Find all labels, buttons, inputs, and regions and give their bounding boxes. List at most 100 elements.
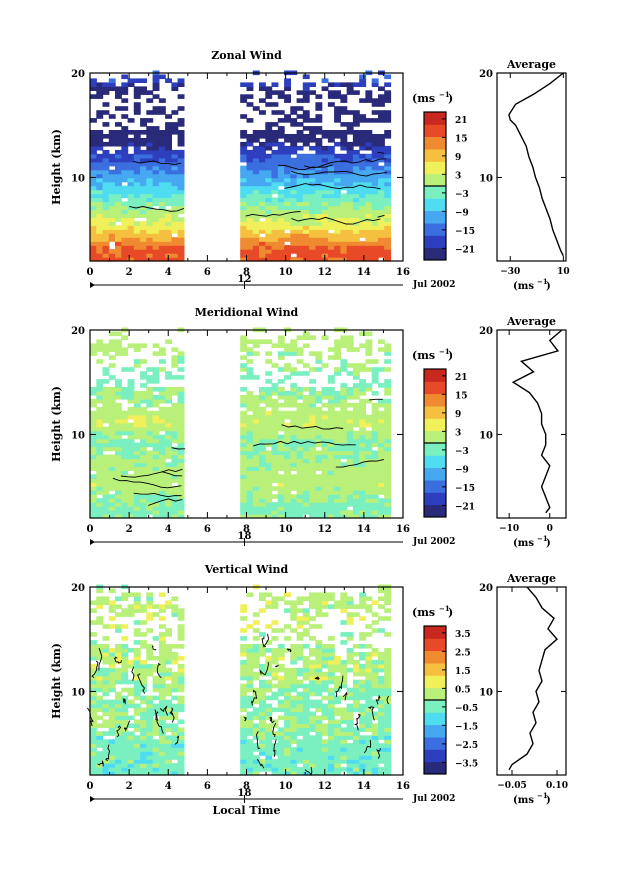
heatmap-cell (171, 671, 179, 677)
heatmap-cell (146, 149, 154, 155)
heatmap-cell (290, 161, 298, 167)
heatmap-cell (359, 418, 367, 424)
heatmap-cell (346, 450, 354, 456)
heatmap-cell (108, 213, 116, 218)
heatmap-cell (302, 466, 310, 471)
heatmap-cell (121, 470, 129, 475)
heatmap-cell (259, 193, 266, 199)
heatmap-cell (271, 189, 279, 195)
heatmap-cell (102, 659, 110, 665)
heatmap-cell (177, 703, 185, 709)
heatmap-cell (346, 110, 354, 115)
heatmap-cell (146, 612, 154, 617)
heatmap-cell (177, 205, 185, 210)
heatmap-cell (121, 422, 129, 428)
heatmap-cell (252, 173, 260, 179)
heatmap-cell (246, 153, 254, 159)
heatmap-cell (296, 494, 304, 499)
heatmap-cell (277, 253, 285, 258)
heatmap-cell (309, 494, 316, 499)
heatmap-cell (115, 402, 122, 408)
heatmap-cell (121, 185, 129, 191)
heatmap-cell (371, 193, 379, 199)
heatmap-cell (359, 114, 367, 119)
heatmap-cell (133, 771, 141, 776)
heatmap-cell (302, 510, 310, 515)
heatmap-cell (265, 458, 273, 464)
heatmap-cell (158, 406, 166, 412)
heatmap-cell (327, 667, 335, 673)
heatmap-cell (133, 189, 141, 195)
heatmap-cell (284, 695, 291, 701)
heatmap-cell (177, 177, 185, 183)
heatmap-cell (140, 482, 147, 487)
panel-title: Vertical Wind (204, 563, 289, 576)
heatmap-cell (315, 486, 323, 491)
heatmap-cell (352, 604, 360, 609)
heatmap-cell (352, 149, 360, 155)
heatmap-cell (271, 418, 279, 424)
heatmap-cell (346, 434, 354, 440)
heatmap-cell (152, 134, 160, 139)
heatmap-cell (102, 683, 110, 689)
heatmap-cell (140, 486, 147, 491)
heatmap-cell (290, 233, 298, 238)
heatmap-cell (265, 442, 273, 448)
heatmap-cell (309, 478, 316, 483)
heatmap-cell (146, 715, 154, 721)
heatmap-cell (302, 209, 310, 214)
heatmap-cell (327, 506, 335, 511)
heatmap-cell (127, 398, 135, 404)
heatmap-cell (127, 161, 135, 167)
heatmap-cell (309, 157, 316, 163)
heatmap-cell (365, 514, 373, 519)
heatmap-cell (240, 628, 248, 633)
heatmap-cell (290, 644, 298, 649)
heatmap-cell (277, 687, 285, 693)
heatmap-cell (171, 659, 179, 665)
heatmap-cell (121, 514, 129, 519)
heatmap-cell (371, 391, 379, 396)
heatmap-cell (152, 161, 160, 167)
heatmap-cell (121, 161, 129, 167)
heatmap-cell (127, 193, 135, 199)
heatmap-cell (246, 249, 254, 254)
heatmap-cell (146, 169, 154, 175)
heatmap-cell (340, 731, 348, 736)
heatmap-cell (133, 165, 141, 171)
heatmap-cell (284, 667, 291, 673)
heatmap-cell (115, 233, 122, 238)
heatmap-cell (108, 177, 116, 183)
heatmap-cell (133, 671, 141, 677)
heatmap-cell (108, 675, 116, 681)
heatmap-cell (321, 229, 329, 234)
heatmap-cell (384, 387, 392, 392)
heatmap-cell (102, 193, 110, 199)
heatmap-cell (384, 351, 392, 356)
heatmap-cell (90, 94, 97, 99)
heatmap-cell (284, 149, 291, 155)
heatmap-cell (152, 138, 160, 143)
heatmap-cell (302, 596, 310, 601)
heatmap-cell (371, 118, 379, 123)
heatmap-cell (246, 703, 254, 709)
heatmap-cell (108, 205, 116, 210)
heatmap-cell (259, 648, 266, 653)
heatmap-cell (90, 450, 97, 456)
heatmap-cell (334, 679, 341, 685)
heatmap-cell (315, 359, 323, 364)
heatmap-cell (277, 763, 285, 768)
heatmap-cell (102, 391, 110, 396)
heatmap-cell (171, 454, 179, 460)
heatmap-cell (252, 189, 260, 195)
heatmap-cell (133, 498, 141, 503)
heatmap-cell (340, 620, 348, 625)
heatmap-cell (346, 173, 354, 179)
heatmap-cell (133, 185, 141, 191)
heatmap-cell (365, 245, 373, 250)
heatmap-cell (90, 671, 97, 677)
heatmap-cell (321, 759, 329, 764)
heatmap-cell (352, 644, 360, 649)
heatmap-cell (321, 659, 329, 665)
heatmap-cell (146, 387, 154, 392)
